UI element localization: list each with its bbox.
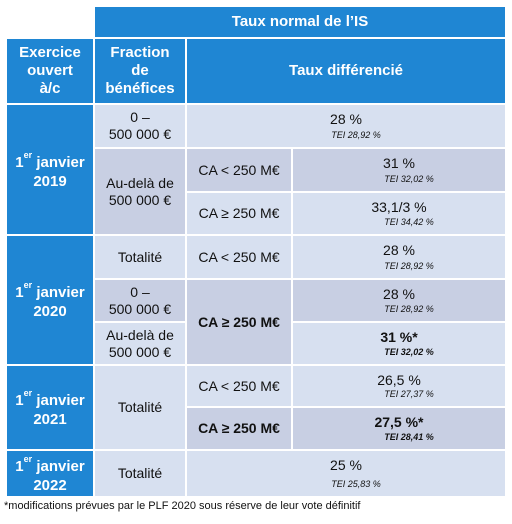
year-2021-date: 1er janvier <box>15 387 85 409</box>
tei-value: TEI 32,02 % <box>384 174 434 184</box>
fraction-line2: 500 000 € <box>108 126 172 142</box>
year-2020: 1er janvier 2020 <box>6 235 94 365</box>
rate-cell-2020c: 31 %* TEI 32,02 % <box>292 322 506 365</box>
ca-label: CA < 250 M€ <box>198 377 280 394</box>
ca-label: CA ≥ 250 M€ <box>198 205 280 221</box>
fraction-line1: Au-delà de <box>106 326 174 343</box>
tei-value: TEI 28,92 % <box>384 304 434 314</box>
rate-cell-2019b-2: 33,1/3 % TEI 34,42 % <box>292 192 506 235</box>
fraction-line1: 0 – <box>130 109 150 125</box>
year-2021-year: 2021 <box>33 410 67 428</box>
year-2020-date: 1er janvier <box>15 280 85 301</box>
fraction-2020b: 0 – 500 000 € <box>94 279 186 322</box>
tei-value: TEI 25,83 % <box>331 479 381 489</box>
year-2019: 1er janvier 2019 <box>6 104 94 235</box>
tei-value: TEI 27,37 % <box>384 389 434 399</box>
year-2020-year: 2020 <box>33 303 67 320</box>
header-exercice-line3: à/c <box>39 80 61 97</box>
ca-cell-2020b: CA ≥ 250 M€ <box>186 279 292 365</box>
fraction-label: Totalité <box>117 248 163 265</box>
ca-label: CA ≥ 250 M€ <box>198 420 280 436</box>
fraction-2020c: Au-delà de 500 000 € <box>94 322 186 365</box>
year-2022: 1er janvier 2022 <box>6 450 94 497</box>
year-2019-year: 2019 <box>33 172 67 190</box>
top-header-label: Taux normal de l’IS <box>231 13 369 30</box>
rate-cell-2021-2: 27,5 %* TEI 28,41 % <box>292 407 506 450</box>
rate-cell-2020a: 28 % TEI 28,92 % <box>292 235 506 279</box>
rate-value: 25 % <box>330 457 362 473</box>
header-fraction-line3: bénéfices <box>105 80 175 97</box>
fraction-2021: Totalité <box>94 365 186 450</box>
fraction-2022: Totalité <box>94 450 186 497</box>
rate-value: 33,1/3 % <box>371 199 427 215</box>
fraction-2019b: Au-delà de 500 000 € <box>94 148 186 235</box>
header-exercice: Exercice ouvert à/c <box>6 38 94 104</box>
header-fraction-line2: de <box>131 62 149 79</box>
header-exercice-line1: Exercice <box>19 44 81 61</box>
fraction-line1: Au-delà de <box>106 174 174 191</box>
rate-value: 28 % <box>383 286 415 302</box>
rate-value: 26,5 % <box>377 372 421 388</box>
ca-cell-2019b-2: CA ≥ 250 M€ <box>186 192 292 235</box>
fraction-line2: 500 000 € <box>108 300 172 317</box>
fraction-line1: 0 – <box>130 283 150 300</box>
rate-cell-2019a: 28 % TEI 28,92 % <box>186 104 506 148</box>
rate-value: 31 % <box>383 155 415 171</box>
top-header: Taux normal de l’IS <box>94 6 506 38</box>
fraction-label: Totalité <box>117 465 163 481</box>
rate-cell-2019b-1: 31 % TEI 32,02 % <box>292 148 506 192</box>
fraction-2020a: Totalité <box>94 235 186 279</box>
fraction-line2: 500 000 € <box>108 343 172 360</box>
rate-cell-2020b: 28 % TEI 28,92 % <box>292 279 506 322</box>
fraction-2019a: 0 – 500 000 € <box>94 104 186 148</box>
ca-cell-2019b-1: CA < 250 M€ <box>186 148 292 192</box>
rate-value: 28 % <box>330 111 362 127</box>
header-taux-label: Taux différencié <box>289 62 403 79</box>
rate-value: 27,5 %* <box>374 414 424 430</box>
rate-value: 31 %* <box>380 329 418 345</box>
year-2022-date: 1er janvier <box>15 453 85 475</box>
header-taux-differencie: Taux différencié <box>186 38 506 104</box>
tei-value: TEI 32,02 % <box>384 347 434 357</box>
tei-value: TEI 34,42 % <box>384 217 434 227</box>
rate-value: 28 % <box>383 242 415 258</box>
year-2019-date: 1er janvier <box>15 149 85 171</box>
fraction-label: Totalité <box>117 399 163 415</box>
ca-label: CA < 250 M€ <box>198 248 280 265</box>
ca-cell-2021-2: CA ≥ 250 M€ <box>186 407 292 450</box>
ca-label: CA ≥ 250 M€ <box>198 313 280 330</box>
header-fraction: Fraction de bénéfices <box>94 38 186 104</box>
header-fraction-line1: Fraction <box>110 44 170 61</box>
footnote: *modifications prévues par le PLF 2020 s… <box>4 500 361 512</box>
rate-cell-2021-1: 26,5 % TEI 27,37 % <box>292 365 506 407</box>
year-2022-year: 2022 <box>33 476 67 494</box>
header-exercice-line2: ouvert <box>27 62 73 79</box>
ca-cell-2021-1: CA < 250 M€ <box>186 365 292 407</box>
tei-value: TEI 28,92 % <box>331 130 381 140</box>
ca-cell-2020a: CA < 250 M€ <box>186 235 292 279</box>
tei-value: TEI 28,92 % <box>384 261 434 271</box>
rate-cell-2022: 25 % TEI 25,83 % <box>186 450 506 497</box>
tei-value: TEI 28,41 % <box>384 432 434 442</box>
ca-label: CA < 250 M€ <box>198 161 280 178</box>
fraction-line2: 500 000 € <box>108 191 172 208</box>
year-2021: 1er janvier 2021 <box>6 365 94 450</box>
